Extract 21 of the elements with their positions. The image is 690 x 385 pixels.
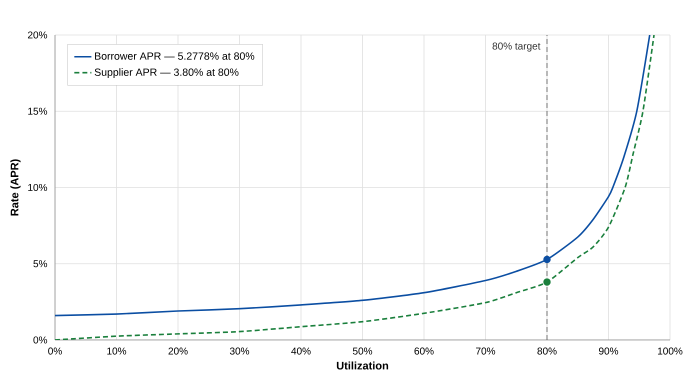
y-tick-label: 0% xyxy=(33,336,48,344)
y-tick-label: 5% xyxy=(33,260,48,268)
x-tick-label: 90% xyxy=(598,348,618,355)
x-tick-label: 100% xyxy=(658,348,682,355)
x-tick-label: 40% xyxy=(291,348,311,355)
x-tick-label: 20% xyxy=(168,348,188,355)
x-tick-label: 50% xyxy=(352,348,372,355)
y-tick-label: 20% xyxy=(28,31,48,39)
legend-label: Borrower APR — 5.2778% at 80% xyxy=(95,52,254,60)
x-tick-label: 60% xyxy=(414,348,434,355)
x-tick-label: 70% xyxy=(476,348,496,355)
x-tick-label: 0% xyxy=(48,348,62,355)
ref-line-label: 80% target xyxy=(492,42,540,52)
x-axis-title: Utilization xyxy=(336,361,388,370)
x-tick-label: 30% xyxy=(230,348,250,355)
x-tick-label: 10% xyxy=(107,348,126,355)
y-tick-label: 15% xyxy=(28,108,48,115)
y-tick-label: 10% xyxy=(28,184,48,192)
y-axis-title: Rate (APR) xyxy=(10,159,21,216)
x-tick-label: 80% xyxy=(537,348,557,355)
legend-label: Supplier APR — 3.80% at 80% xyxy=(94,68,239,78)
